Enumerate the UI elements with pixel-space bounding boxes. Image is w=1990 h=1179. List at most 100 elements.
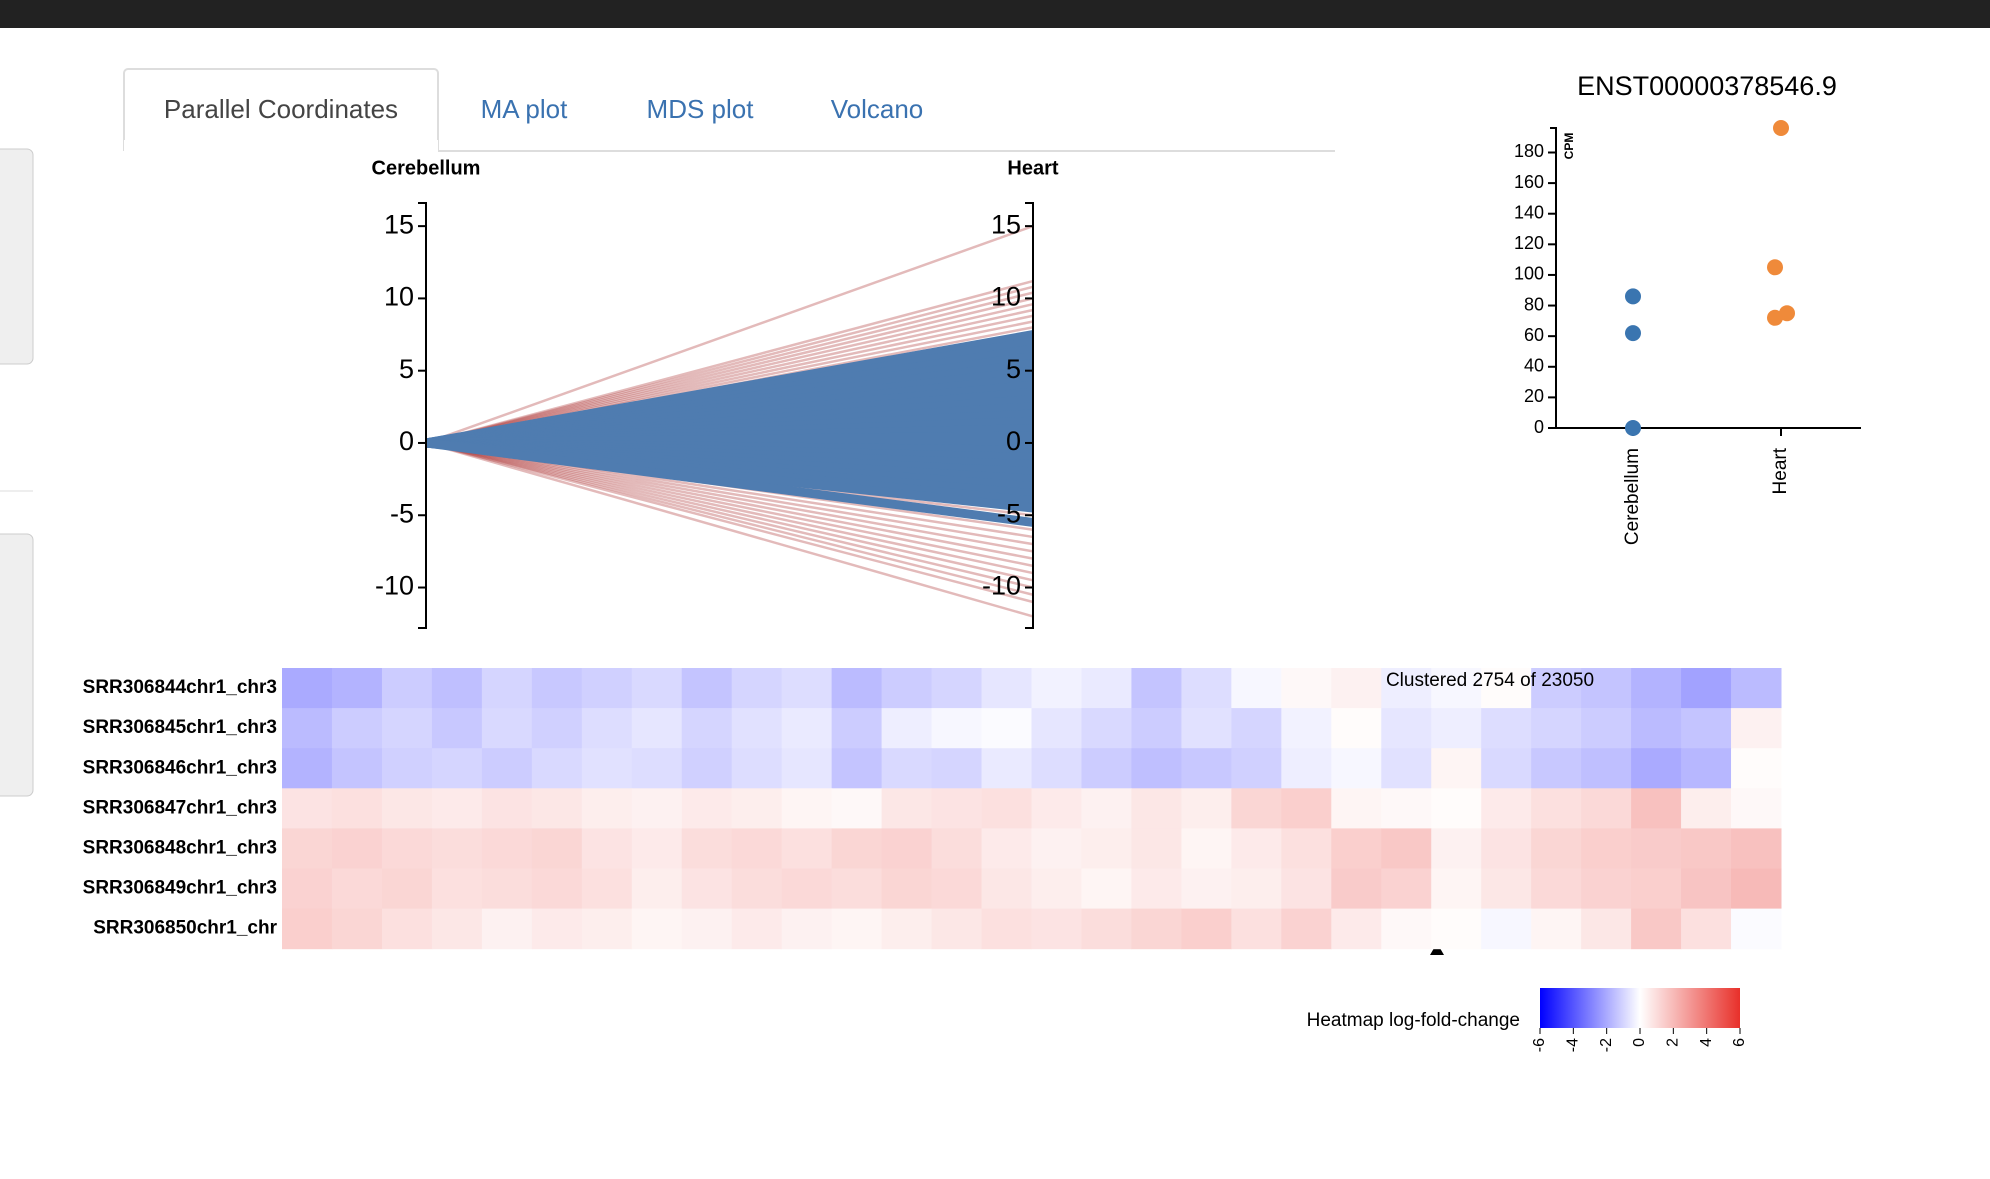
heat-cell — [881, 708, 933, 749]
heat-cell — [531, 748, 583, 789]
heat-cell — [531, 828, 583, 869]
heat-cell — [282, 668, 333, 709]
heat-cell — [931, 828, 983, 869]
heat-cell — [331, 828, 383, 869]
y-tick-label: -10 — [375, 571, 414, 601]
heat-cell — [1531, 868, 1582, 910]
y-tick-label: 10 — [991, 282, 1021, 312]
pc-line — [425, 441, 1034, 568]
heat-cell — [731, 788, 783, 829]
heat-cell — [581, 668, 633, 709]
heat-cell — [1731, 748, 1782, 789]
heat-cell — [1181, 748, 1232, 789]
heat-cell — [531, 868, 583, 910]
heat-cell — [1531, 828, 1582, 869]
y-tick-label: 0 — [1534, 417, 1544, 437]
axis-line — [1025, 202, 1034, 629]
heat-cell — [1031, 708, 1082, 749]
heat-cell — [381, 828, 433, 869]
heat-cell — [1281, 868, 1332, 910]
row-label: SRR306848chr1_chr3 — [83, 837, 277, 858]
heat-cell — [531, 788, 583, 829]
cluster-note: Clustered 2754 of 23050 — [1386, 670, 1594, 691]
heat-cell — [282, 908, 333, 950]
point — [1767, 309, 1783, 326]
y-tick-label: 60 — [1524, 325, 1544, 345]
heat-cell — [1481, 868, 1532, 910]
heat-cell — [631, 708, 683, 749]
heat-cell — [1081, 788, 1132, 829]
tab[interactable]: Parallel Coordinates — [164, 94, 398, 124]
y-tick-label: 10 — [384, 282, 414, 312]
chart-title: ENST00000378546.9 — [1577, 71, 1837, 101]
heat-cell — [1081, 828, 1132, 869]
heat-cell — [1231, 868, 1282, 910]
heat-cell — [731, 908, 783, 950]
y-tick-label: 0 — [399, 426, 414, 456]
heat-cell — [731, 708, 783, 749]
tab[interactable]: MDS plot — [647, 94, 755, 124]
heat-cell — [1231, 708, 1282, 749]
heat-cell — [1331, 668, 1382, 709]
legend-tick-label: -4 — [1565, 1038, 1582, 1052]
y-axis-label: CPM — [1562, 133, 1576, 160]
point — [1767, 259, 1783, 276]
pc-line — [425, 441, 1034, 589]
pc-line — [425, 441, 1034, 553]
heat-cell — [1131, 908, 1182, 950]
heat-cell — [481, 708, 533, 749]
heat-cell — [1231, 908, 1282, 950]
heat-cell — [1281, 668, 1332, 709]
heat-cell — [681, 708, 733, 749]
heat-cell — [331, 908, 383, 950]
heat-cell — [681, 788, 733, 829]
heat-cell — [381, 668, 433, 709]
heat-cell — [381, 708, 433, 749]
tab[interactable]: MA plot — [481, 94, 568, 124]
y-axis — [1550, 127, 1861, 429]
active-tab[interactable] — [123, 68, 439, 152]
row-label: SRR306850chr1_chr — [93, 918, 277, 939]
heat-cell — [1631, 788, 1682, 829]
side-panel — [0, 533, 34, 797]
heat-cell — [531, 668, 583, 709]
row-label: SRR306844chr1_chr3 — [83, 677, 277, 698]
heat-cell — [981, 748, 1032, 789]
heat-cell — [1281, 828, 1332, 869]
heat-cell — [1181, 908, 1232, 950]
heat-cell — [781, 748, 833, 789]
heat-cell — [431, 748, 483, 789]
heat-cell — [1381, 788, 1432, 829]
heat-cell — [1081, 908, 1132, 950]
heat-cell — [881, 668, 933, 709]
top-bar — [0, 0, 1990, 28]
heat-cell — [1081, 668, 1132, 709]
pc-line — [425, 438, 1034, 527]
heat-cell — [581, 908, 633, 950]
heat-cell — [1481, 748, 1532, 789]
heat-cell — [731, 828, 783, 869]
heat-cell — [581, 788, 633, 829]
heat-cell — [1081, 708, 1132, 749]
heat-cell — [1131, 708, 1182, 749]
heat-cell — [331, 668, 383, 709]
axis-title: Heart — [1007, 157, 1058, 179]
pc-line — [425, 279, 1034, 445]
heat-cell — [1731, 868, 1782, 910]
heat-cell — [331, 788, 383, 829]
legend-tick-label: -2 — [1598, 1038, 1615, 1052]
pc-line — [425, 441, 1034, 582]
heat-cell — [631, 668, 683, 709]
point — [1625, 420, 1641, 436]
heat-cell — [1331, 788, 1382, 829]
heat-cell — [1531, 708, 1582, 749]
y-tick-label: 20 — [1524, 386, 1544, 406]
legend-gradient — [1540, 988, 1740, 1028]
tab[interactable]: Volcano — [831, 94, 924, 124]
heat-cell — [731, 748, 783, 789]
heat-cell — [381, 788, 433, 829]
heat-cell — [831, 908, 883, 950]
heat-cell — [1381, 908, 1432, 950]
heat-cell — [781, 828, 833, 869]
heat-cell — [282, 788, 333, 829]
